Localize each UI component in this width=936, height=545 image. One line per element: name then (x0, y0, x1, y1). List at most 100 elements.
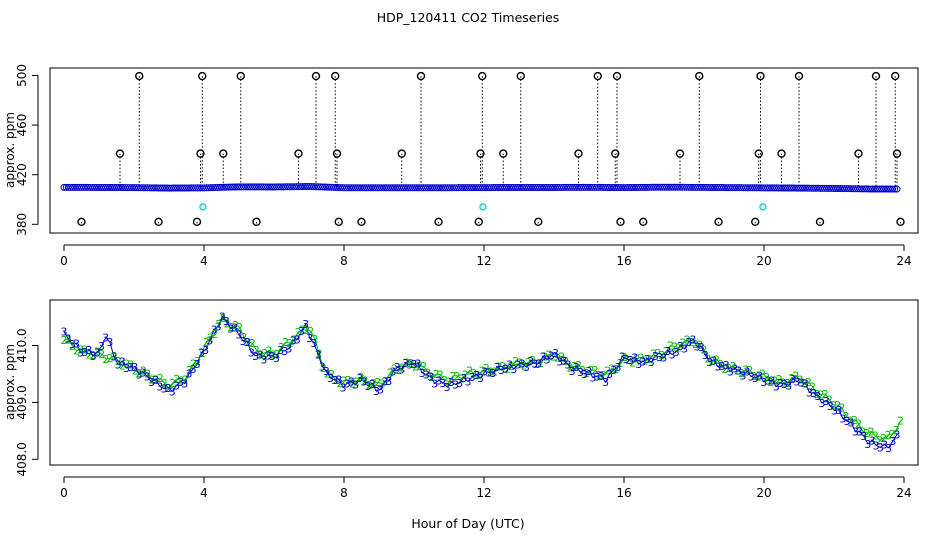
outlier-point-1-14 (891, 71, 900, 81)
co2-point-242 (590, 183, 598, 191)
level-2-point-141: 2 (650, 347, 657, 360)
outlier-point-1-11 (756, 71, 765, 81)
co2-point-95 (268, 183, 276, 191)
level-3-point-14: 3 (119, 356, 126, 369)
co2-point-80 (235, 183, 243, 191)
co2-point-47 (163, 184, 171, 192)
co2-point-76 (227, 183, 235, 191)
co2-point-289 (694, 183, 702, 191)
co2-point-221 (544, 183, 552, 191)
level-2-point-110: 2 (521, 359, 528, 372)
level-2-point-70: 2 (353, 375, 360, 388)
level-3-point-67: 3 (340, 381, 347, 394)
co2-point-6 (73, 183, 81, 191)
co2-point-77 (229, 183, 237, 191)
co2-point-316 (753, 184, 761, 192)
level-3-point-40: 3 (227, 323, 234, 336)
outlier-point-2-9 (611, 149, 620, 158)
level-3-point-129: 3 (598, 370, 605, 383)
co2-point-22 (108, 184, 116, 192)
co2-point-265 (641, 183, 649, 191)
level-2-point-64: 2 (328, 368, 335, 381)
co2-point-19 (102, 183, 110, 191)
level-3-point-169: 3 (764, 375, 771, 388)
bottom-x-tick-label-4: 16 (616, 486, 631, 500)
level-2-point-160: 2 (730, 360, 737, 373)
level-3-point-127: 3 (589, 372, 596, 385)
level-2-point-78: 2 (387, 367, 394, 380)
level-3-point-68: 3 (344, 377, 351, 390)
level-2-point-97: 2 (466, 365, 473, 378)
level-3-point-92: 3 (444, 381, 451, 394)
bottom-y-axis-label: approx. ppm (3, 344, 17, 420)
co2-point-246 (599, 183, 607, 191)
level-3-point-155: 3 (706, 356, 713, 369)
level-2-point-133: 2 (617, 357, 624, 370)
co2-point-57 (185, 184, 193, 192)
level-3-point-167: 3 (756, 369, 763, 382)
co2-point-82 (240, 183, 248, 191)
level-2-point-49: 2 (265, 344, 272, 357)
level-2-point-140: 2 (646, 353, 653, 366)
co2-point-301 (720, 184, 728, 192)
co2-point-276 (665, 183, 673, 191)
level-3-point-145: 3 (664, 345, 671, 358)
level-2-point-80: 2 (395, 364, 402, 377)
level-2-point-51: 2 (274, 348, 281, 361)
co2-point-107 (295, 183, 303, 191)
co2-point-70 (213, 183, 221, 191)
co2-point-174 (441, 184, 449, 192)
level-2-point-120: 2 (562, 355, 569, 368)
level-3-point-192: 3 (860, 430, 867, 443)
level-2-point-121: 2 (567, 361, 574, 374)
level-3-point-140: 3 (644, 353, 651, 366)
co2-point-213 (527, 183, 535, 191)
level-3-point-35: 3 (206, 334, 213, 347)
level-3-point-98: 3 (469, 371, 476, 384)
level-3-point-119: 3 (556, 355, 563, 368)
level-3-point-102: 3 (485, 366, 492, 379)
level-3-point-198: 3 (885, 442, 892, 455)
co2-point-5 (71, 183, 79, 191)
level-3-point-180: 3 (810, 387, 817, 400)
level-3-point-84: 3 (410, 358, 417, 371)
co2-point-148 (384, 184, 392, 192)
level-2-point-129: 2 (600, 369, 607, 382)
co2-point-284 (683, 183, 691, 191)
level-2-point-197: 2 (884, 429, 891, 442)
co2-point-313 (746, 184, 754, 192)
co2-point-311 (742, 184, 750, 192)
co2-point-350 (827, 184, 835, 192)
level-3-point-99: 3 (473, 369, 480, 382)
level-3-point-161: 3 (731, 362, 738, 375)
co2-point-200 (498, 184, 506, 192)
co2-point-186 (468, 184, 476, 192)
co2-point-54 (178, 184, 186, 192)
co2-point-113 (308, 183, 316, 191)
level-3-point-109: 3 (514, 359, 521, 372)
level-3-point-53: 3 (281, 345, 288, 358)
co2-point-347 (821, 184, 829, 192)
level-3-point-177: 3 (798, 377, 805, 390)
level-2-point-112: 2 (529, 354, 536, 367)
outlier-point-1-7 (516, 71, 525, 81)
bottom-y-axis: 408.0 409.0 410.0 (15, 328, 39, 476)
level-3-point-33: 3 (198, 347, 205, 360)
outlier-point-2-6 (476, 149, 485, 158)
co2-point-303 (724, 184, 732, 192)
co2-point-50 (170, 184, 178, 192)
co2-point-358 (845, 185, 853, 193)
co2-point-78 (231, 183, 239, 191)
co2-point-116 (314, 183, 322, 191)
level-3-point-101: 3 (481, 366, 488, 379)
level-3-point-19: 3 (140, 366, 147, 379)
co2-point-292 (700, 183, 708, 191)
co2-point-245 (597, 183, 605, 191)
level-2-point-87: 2 (424, 366, 431, 379)
level-2-point-4: 2 (77, 343, 84, 356)
level-2-point-90: 2 (437, 369, 444, 382)
level-3-point-74: 3 (369, 378, 376, 391)
co2-point-110 (301, 183, 309, 191)
co2-point-67 (207, 184, 215, 192)
co2-point-121 (325, 183, 333, 191)
